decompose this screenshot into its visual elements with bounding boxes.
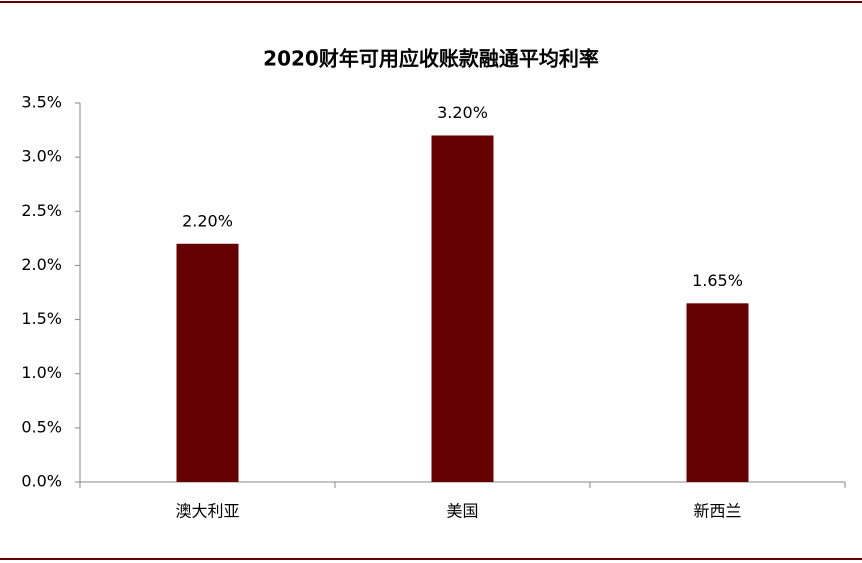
y-tick-label: 3.5% <box>21 93 62 112</box>
x-tick-label: 美国 <box>446 502 478 521</box>
x-tick-label: 新西兰 <box>693 502 741 521</box>
y-tick-label: 2.0% <box>21 255 62 274</box>
y-tick-label: 0.5% <box>21 417 62 436</box>
y-tick-label: 2.5% <box>21 201 62 220</box>
value-label: 1.65% <box>692 271 743 290</box>
chart-title: 2020财年可用应收账款融通平均利率 <box>263 47 599 71</box>
value-label: 3.20% <box>437 103 488 122</box>
bar <box>686 303 749 482</box>
y-tick-label: 3.0% <box>21 147 62 166</box>
y-tick-label: 1.5% <box>21 309 62 328</box>
value-label: 2.20% <box>182 211 233 230</box>
x-tick-label: 澳大利亚 <box>175 502 239 521</box>
bar <box>176 243 239 482</box>
y-tick-label: 1.0% <box>21 363 62 382</box>
y-tick-label: 0.0% <box>21 472 62 491</box>
bar <box>431 135 494 482</box>
